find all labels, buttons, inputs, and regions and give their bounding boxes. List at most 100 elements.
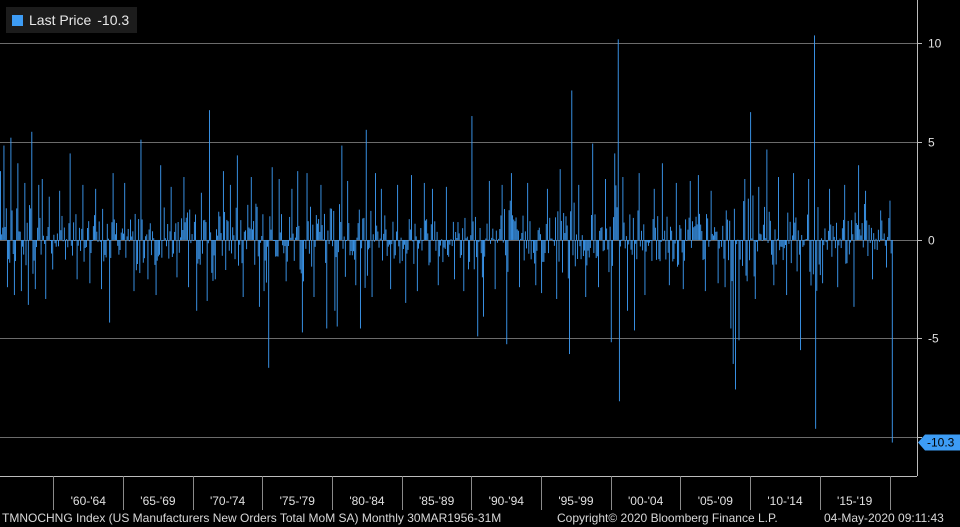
bar xyxy=(189,209,191,240)
bar xyxy=(772,239,774,265)
bar xyxy=(132,231,134,240)
bar xyxy=(224,211,226,240)
bar xyxy=(743,201,745,240)
bar xyxy=(22,239,23,247)
bar xyxy=(463,239,465,292)
x-tick-label: '15-'19 xyxy=(837,494,873,508)
bar xyxy=(74,239,76,241)
bar xyxy=(622,177,624,240)
bar xyxy=(487,239,489,241)
bar xyxy=(173,239,174,254)
bar xyxy=(19,231,21,240)
bar xyxy=(862,239,864,248)
bar xyxy=(606,228,608,240)
bar xyxy=(575,234,577,240)
bar xyxy=(506,239,508,345)
bar xyxy=(793,173,795,240)
bar xyxy=(845,239,847,264)
bar xyxy=(177,222,179,240)
bar xyxy=(865,190,867,240)
bar xyxy=(39,217,41,240)
bar xyxy=(732,239,734,364)
bar xyxy=(191,234,193,240)
bar xyxy=(68,223,70,240)
bar xyxy=(301,239,303,333)
bar xyxy=(85,239,87,248)
bar xyxy=(833,236,835,240)
bar xyxy=(359,239,361,329)
bar xyxy=(328,239,330,245)
bar xyxy=(25,239,27,266)
bar xyxy=(332,239,334,247)
bar xyxy=(550,238,552,240)
bar xyxy=(631,239,633,255)
bar xyxy=(812,239,814,275)
bar xyxy=(544,239,546,254)
bar xyxy=(152,231,154,240)
bar xyxy=(469,239,471,262)
bar xyxy=(62,239,64,242)
gridlines xyxy=(0,43,917,438)
bar xyxy=(761,239,763,241)
bar xyxy=(884,239,886,246)
bar xyxy=(167,223,169,240)
bar xyxy=(377,231,379,240)
bar xyxy=(236,155,238,240)
legend-label: Last Price xyxy=(29,12,92,28)
bar xyxy=(666,216,668,240)
bar xyxy=(454,239,455,280)
bar xyxy=(294,237,296,240)
bar xyxy=(379,238,381,240)
bar xyxy=(607,239,609,250)
bar xyxy=(681,239,683,253)
bar xyxy=(337,239,339,253)
bar xyxy=(888,218,890,240)
bar xyxy=(539,234,541,240)
bar xyxy=(220,233,222,240)
bar xyxy=(804,239,806,241)
bar xyxy=(613,217,615,240)
y-tick-label: 5 xyxy=(928,136,935,150)
bar xyxy=(109,239,111,323)
bar xyxy=(370,210,372,240)
bar xyxy=(116,222,118,240)
bar xyxy=(413,239,415,264)
bar xyxy=(343,236,345,240)
last-value-tag-box xyxy=(918,434,960,451)
bar xyxy=(199,239,201,265)
bar xyxy=(854,212,856,240)
bar xyxy=(166,239,167,247)
bar xyxy=(495,230,497,240)
bar xyxy=(399,239,401,264)
bar xyxy=(488,180,490,240)
bar xyxy=(447,239,448,256)
bar xyxy=(555,217,556,240)
bar xyxy=(682,239,684,290)
bar xyxy=(624,239,626,249)
bar xyxy=(807,214,808,240)
bar xyxy=(848,239,850,255)
bar xyxy=(729,220,731,240)
bar xyxy=(11,210,13,240)
bar xyxy=(168,239,170,259)
bar xyxy=(146,234,148,240)
bar xyxy=(858,165,860,240)
legend[interactable]: Last Price -10.3 xyxy=(6,7,138,33)
bar xyxy=(803,239,805,246)
bar xyxy=(209,110,210,240)
bar xyxy=(850,239,851,243)
bar xyxy=(30,208,32,240)
bar xyxy=(147,239,149,280)
bar xyxy=(293,239,295,261)
bar xyxy=(210,232,212,240)
bar xyxy=(283,239,285,254)
bar xyxy=(846,239,848,264)
bar xyxy=(190,239,192,244)
bar xyxy=(104,239,106,255)
bar xyxy=(243,231,245,240)
bar xyxy=(595,239,597,259)
bar xyxy=(668,239,670,286)
bar xyxy=(536,239,538,251)
bar xyxy=(196,239,198,311)
bar xyxy=(661,163,663,240)
